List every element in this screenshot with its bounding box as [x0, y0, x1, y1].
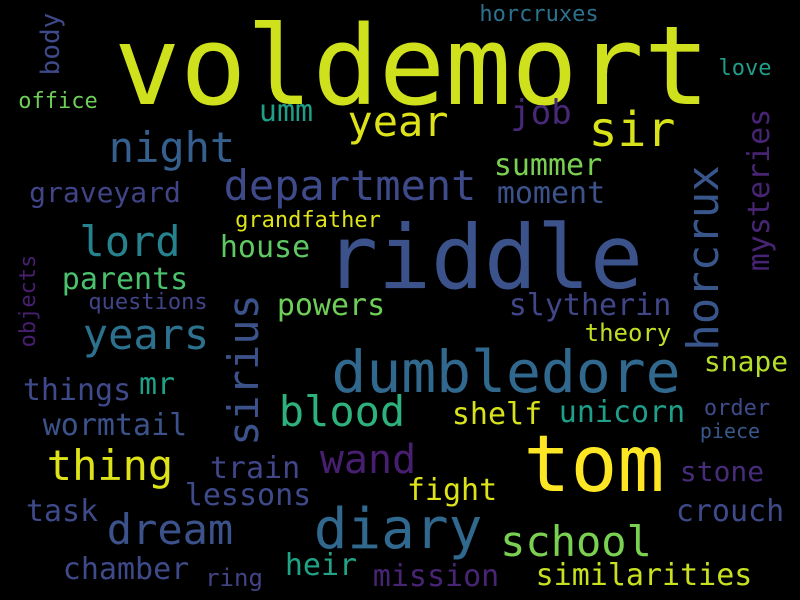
- word-love: love: [718, 56, 772, 81]
- word-theory: theory: [584, 319, 672, 347]
- word-stone: stone: [679, 455, 765, 488]
- word-blood: blood: [278, 387, 406, 436]
- word-dream: dream: [106, 505, 234, 554]
- word-unicorn: unicorn: [558, 395, 686, 430]
- word-summer: summer: [493, 148, 603, 183]
- word-tom: tom: [523, 420, 665, 510]
- word-voldemort: voldemort: [113, 2, 711, 130]
- word-mr: mr: [138, 367, 176, 402]
- word-dumbledore: dumbledore: [331, 338, 681, 406]
- word-slytherin: slytherin: [508, 288, 672, 323]
- word-questions: questions: [88, 290, 208, 315]
- word-wand: wand: [319, 437, 417, 483]
- word-things: things: [22, 373, 132, 408]
- word-lessons: lessons: [184, 478, 312, 513]
- word-train: train: [209, 451, 301, 486]
- word-powers: powers: [276, 288, 386, 323]
- word-year: year: [347, 97, 449, 146]
- word-parents: parents: [61, 262, 189, 297]
- word-task: task: [25, 494, 99, 529]
- word-job: job: [510, 93, 572, 133]
- word-graveyard: graveyard: [29, 176, 181, 209]
- word-heir: heir: [284, 548, 358, 583]
- word-mission: mission: [372, 559, 500, 594]
- word-school: school: [500, 517, 652, 566]
- word-crouch: crouch: [675, 494, 785, 529]
- word-piece: piece: [699, 419, 761, 443]
- word-ring: ring: [205, 564, 263, 592]
- word-objects: objects: [16, 254, 41, 348]
- word-order: order: [703, 396, 771, 421]
- word-years: years: [82, 310, 210, 359]
- word-horcrux: horcrux: [678, 165, 729, 351]
- word-diary: diary: [313, 497, 483, 562]
- word-moment: moment: [496, 176, 606, 211]
- word-horcruxes: horcruxes: [479, 2, 599, 27]
- word-body: body: [36, 12, 66, 76]
- word-department: department: [223, 161, 477, 210]
- word-grandfather: grandfather: [235, 208, 381, 233]
- word-house: house: [219, 230, 311, 265]
- word-snape: snape: [703, 345, 789, 378]
- word-thing: thing: [46, 441, 174, 490]
- word-lord: lord: [79, 217, 181, 266]
- word-chamber: chamber: [62, 552, 190, 587]
- word-sirius: sirius: [219, 294, 268, 446]
- word-shelf: shelf: [451, 397, 543, 432]
- word-fight: fight: [406, 473, 498, 508]
- word-office: office: [18, 89, 98, 114]
- word-similarities: similarities: [535, 558, 753, 593]
- word-wormtail: wormtail: [42, 408, 188, 443]
- word-riddle: riddle: [325, 206, 643, 309]
- word-mysteries: mysteries: [742, 108, 777, 272]
- word-umm: umm: [258, 94, 314, 129]
- word-night: night: [108, 123, 236, 172]
- word-sir: sir: [588, 102, 676, 158]
